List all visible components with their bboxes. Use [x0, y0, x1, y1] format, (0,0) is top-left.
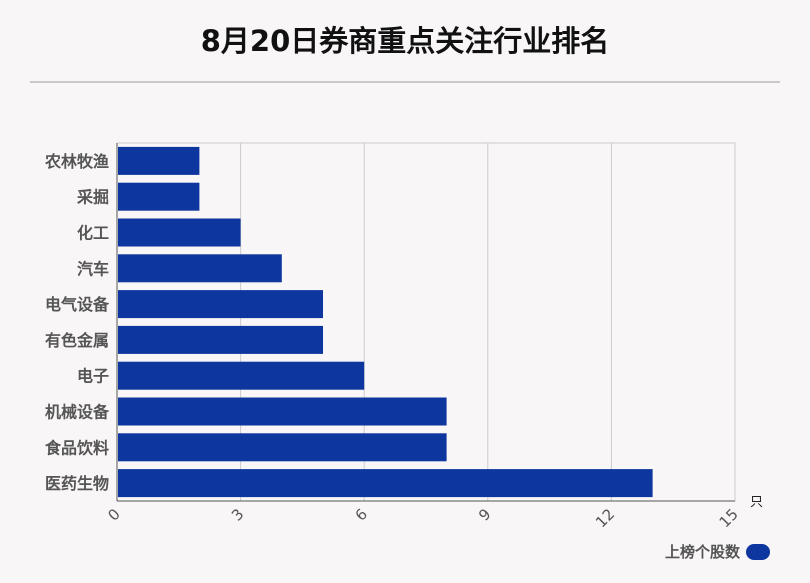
- title-divider: [30, 81, 780, 83]
- x-axis-unit: 只: [750, 495, 763, 510]
- bar: [118, 254, 282, 283]
- x-tick-label: 0: [104, 505, 123, 524]
- bar: [118, 469, 653, 498]
- bar: [118, 397, 447, 426]
- bar: [118, 361, 365, 390]
- bar: [118, 325, 323, 354]
- x-tick-label: 12: [592, 505, 618, 531]
- y-category-label: 化工: [77, 224, 109, 243]
- y-category-label: 汽车: [77, 259, 109, 278]
- bar: [118, 182, 200, 211]
- bar: [118, 218, 241, 247]
- y-category-label: 机械设备: [45, 403, 110, 422]
- y-category-label: 采掘: [76, 188, 109, 207]
- legend[interactable]: 上榜个股数: [665, 541, 770, 562]
- y-category-label: 电子: [77, 367, 109, 386]
- bar: [118, 290, 323, 319]
- bar: [118, 433, 447, 462]
- bar: [118, 146, 200, 175]
- y-category-label: 农林牧渔: [44, 152, 109, 171]
- x-tick-label: 6: [352, 505, 371, 524]
- x-tick-label: 3: [228, 505, 247, 524]
- legend-swatch: [746, 543, 770, 560]
- legend-label: 上榜个股数: [664, 543, 740, 561]
- y-category-label: 食品饮料: [44, 438, 109, 457]
- y-category-label: 电气设备: [45, 295, 110, 314]
- chart-title: 8月20日券商重点关注行业排名: [200, 24, 610, 58]
- y-category-label: 有色金属: [45, 331, 109, 350]
- y-category-label: 医药生物: [45, 474, 109, 493]
- x-tick-label: 15: [716, 505, 742, 531]
- x-tick-label: 9: [475, 505, 494, 524]
